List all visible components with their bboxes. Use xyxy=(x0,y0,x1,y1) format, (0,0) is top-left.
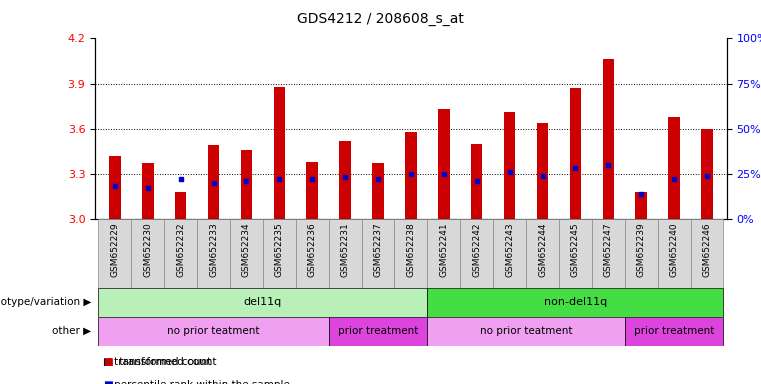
Bar xyxy=(690,219,724,288)
Text: genotype/variation ▶: genotype/variation ▶ xyxy=(0,297,91,308)
Text: GSM652239: GSM652239 xyxy=(637,222,646,277)
Text: GSM652238: GSM652238 xyxy=(406,222,416,277)
Bar xyxy=(208,145,219,219)
Bar xyxy=(460,219,493,288)
Bar xyxy=(668,117,680,219)
Text: prior treatment: prior treatment xyxy=(634,326,715,336)
Bar xyxy=(230,219,263,288)
Point xyxy=(306,176,318,182)
Bar xyxy=(98,317,329,346)
Bar xyxy=(625,219,658,288)
Text: ■: ■ xyxy=(103,380,113,384)
Bar xyxy=(361,219,394,288)
Bar xyxy=(635,192,647,219)
Text: GSM652233: GSM652233 xyxy=(209,222,218,277)
Bar xyxy=(394,219,428,288)
Text: GSM652243: GSM652243 xyxy=(505,222,514,277)
Point xyxy=(208,180,220,186)
Bar xyxy=(98,219,132,288)
Point xyxy=(504,169,516,175)
Text: GSM652234: GSM652234 xyxy=(242,222,251,277)
Text: GSM652237: GSM652237 xyxy=(374,222,383,277)
Point xyxy=(470,178,482,184)
Text: GSM652230: GSM652230 xyxy=(143,222,152,277)
Text: GDS4212 / 208608_s_at: GDS4212 / 208608_s_at xyxy=(297,12,464,25)
Text: prior treatment: prior treatment xyxy=(338,326,419,336)
Bar xyxy=(471,144,482,219)
Text: del11q: del11q xyxy=(244,297,282,308)
Point xyxy=(537,172,549,179)
Bar xyxy=(307,162,318,219)
Bar xyxy=(493,219,526,288)
Bar xyxy=(537,122,548,219)
Bar xyxy=(592,219,625,288)
Text: GSM652245: GSM652245 xyxy=(571,222,580,277)
Point xyxy=(372,176,384,182)
Text: no prior teatment: no prior teatment xyxy=(167,326,260,336)
Text: GSM652240: GSM652240 xyxy=(670,222,679,277)
Bar xyxy=(175,192,186,219)
Bar xyxy=(428,219,460,288)
Bar xyxy=(559,219,592,288)
Text: GSM652231: GSM652231 xyxy=(341,222,349,277)
Bar xyxy=(109,156,121,219)
Text: GSM652229: GSM652229 xyxy=(110,222,119,277)
Text: other ▶: other ▶ xyxy=(53,326,91,336)
Bar xyxy=(263,219,296,288)
Text: GSM652232: GSM652232 xyxy=(176,222,185,277)
Text: percentile rank within the sample: percentile rank within the sample xyxy=(114,380,290,384)
Bar xyxy=(701,129,713,219)
Text: ■  transformed count: ■ transformed count xyxy=(103,357,216,367)
Text: GSM652244: GSM652244 xyxy=(538,222,547,277)
Bar xyxy=(274,86,285,219)
Bar xyxy=(142,163,154,219)
Text: no prior teatment: no prior teatment xyxy=(480,326,572,336)
Bar xyxy=(428,317,625,346)
Bar xyxy=(625,317,724,346)
Point xyxy=(569,165,581,171)
Bar xyxy=(526,219,559,288)
Bar xyxy=(372,163,384,219)
Text: GSM652235: GSM652235 xyxy=(275,222,284,277)
Point xyxy=(602,162,614,168)
Point xyxy=(273,176,285,182)
Point xyxy=(142,185,154,191)
Bar xyxy=(438,109,450,219)
Point xyxy=(635,190,648,197)
Point xyxy=(701,172,713,179)
Bar xyxy=(339,141,351,219)
Bar xyxy=(296,219,329,288)
Bar xyxy=(428,288,724,317)
Text: transformed count: transformed count xyxy=(114,357,212,367)
Bar xyxy=(329,219,361,288)
Point xyxy=(174,176,186,182)
Bar xyxy=(603,60,614,219)
Point xyxy=(438,171,450,177)
Bar xyxy=(132,219,164,288)
Point xyxy=(240,178,253,184)
Text: GSM652242: GSM652242 xyxy=(473,222,481,277)
Point xyxy=(339,174,352,180)
Bar xyxy=(197,219,230,288)
Text: GSM652241: GSM652241 xyxy=(439,222,448,277)
Bar xyxy=(405,132,417,219)
Bar xyxy=(504,112,515,219)
Bar xyxy=(329,317,428,346)
Point xyxy=(405,171,417,177)
Bar xyxy=(98,288,428,317)
Text: GSM652247: GSM652247 xyxy=(603,222,613,277)
Text: ■: ■ xyxy=(103,357,113,367)
Point xyxy=(109,183,121,189)
Text: GSM652236: GSM652236 xyxy=(307,222,317,277)
Bar xyxy=(164,219,197,288)
Bar xyxy=(570,88,581,219)
Point xyxy=(668,176,680,182)
Bar xyxy=(658,219,690,288)
Text: GSM652246: GSM652246 xyxy=(702,222,712,277)
Text: non-del11q: non-del11q xyxy=(544,297,607,308)
Bar xyxy=(240,150,252,219)
